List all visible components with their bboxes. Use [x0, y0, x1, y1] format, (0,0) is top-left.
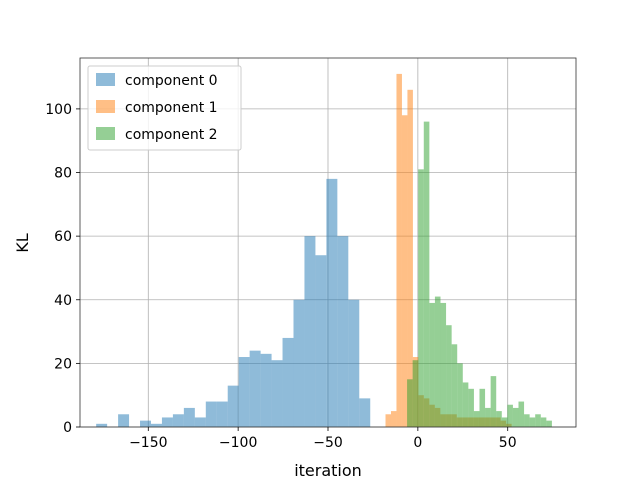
x-tick-label: 0: [413, 435, 422, 451]
histogram-bar: [172, 414, 184, 427]
histogram-bar: [512, 407, 519, 427]
histogram-bar: [216, 401, 228, 427]
histogram-bar: [423, 121, 430, 427]
y-tick-label: 100: [45, 102, 72, 118]
series-0-bars: [96, 178, 371, 427]
histogram-bar: [337, 236, 349, 427]
ticks-layer: −150 −100 −50 0 50 0 20 40 60 80 100: [45, 102, 516, 451]
legend-label-1: component 1: [125, 100, 218, 116]
histogram-bar: [407, 379, 413, 427]
y-tick-label: 0: [63, 420, 72, 436]
histogram-bar: [529, 417, 536, 427]
legend-box: [87, 65, 242, 151]
histogram-bar: [518, 401, 525, 427]
histogram-bar: [485, 407, 491, 427]
x-tick-label: −100: [219, 435, 257, 451]
y-tick-label: 60: [54, 229, 72, 245]
histogram-bar: [507, 404, 513, 427]
legend: component 0 component 1 component 2: [87, 65, 242, 151]
histogram-bar: [326, 178, 338, 427]
histogram-bar: [227, 385, 239, 427]
histogram-bar: [271, 360, 283, 427]
y-tick-label: 80: [54, 166, 72, 182]
histogram-bar: [238, 357, 250, 427]
histogram-bar: [385, 414, 391, 427]
series-2-bars: [407, 121, 552, 427]
bars-layer: [96, 73, 552, 428]
histogram-bar: [446, 325, 452, 427]
y-axis-label: KL: [13, 233, 32, 252]
histogram-bar: [434, 296, 441, 427]
histogram-bar: [535, 414, 541, 427]
histogram-bar: [249, 350, 261, 427]
histogram-bar: [468, 388, 474, 427]
histogram-bar: [260, 353, 272, 427]
histogram-bar: [150, 423, 162, 427]
histogram-bar: [282, 337, 294, 427]
histogram-bar: [315, 255, 327, 427]
y-tick-label: 40: [54, 293, 72, 309]
histogram-bar: [407, 89, 413, 427]
histogram-bar: [501, 417, 508, 427]
histogram-bar: [194, 417, 206, 427]
histogram-bar: [161, 417, 173, 427]
histogram-bar: [429, 302, 435, 427]
histogram-bar: [304, 236, 316, 427]
histogram-bar: [524, 414, 530, 427]
histogram-bar: [479, 388, 486, 427]
histogram-bar: [546, 420, 552, 427]
legend-swatch-0: [96, 73, 115, 86]
y-tick-label: 20: [54, 356, 72, 372]
histogram-bar: [496, 411, 502, 427]
histogram-bar: [140, 420, 151, 427]
histogram-bar: [96, 423, 108, 427]
histogram-bar: [293, 299, 305, 427]
histogram-bar: [183, 407, 195, 427]
histogram-bar: [396, 73, 402, 427]
histogram-bar: [401, 115, 408, 428]
legend-swatch-2: [96, 127, 115, 140]
x-tick-label: −50: [313, 435, 343, 451]
histogram-bar: [412, 360, 419, 427]
histogram-bar: [205, 401, 217, 427]
x-axis-label: iteration: [294, 461, 362, 480]
histogram-bar: [490, 376, 497, 427]
histogram-bar: [457, 363, 463, 427]
histogram-bar: [440, 302, 447, 427]
histogram-bar: [390, 411, 397, 427]
legend-label-0: component 0: [125, 73, 218, 89]
histogram-bar: [462, 382, 469, 427]
histogram-bar: [359, 398, 371, 427]
histogram-bar: [451, 344, 458, 427]
histogram-bar: [118, 414, 130, 427]
x-tick-label: −150: [129, 435, 167, 451]
x-tick-label: 50: [499, 435, 517, 451]
histogram-bar: [418, 169, 424, 427]
legend-label-2: component 2: [125, 127, 218, 143]
histogram-bar: [348, 299, 360, 427]
histogram-bar: [540, 417, 547, 427]
histogram-bar: [473, 411, 480, 427]
legend-swatch-1: [96, 100, 115, 113]
